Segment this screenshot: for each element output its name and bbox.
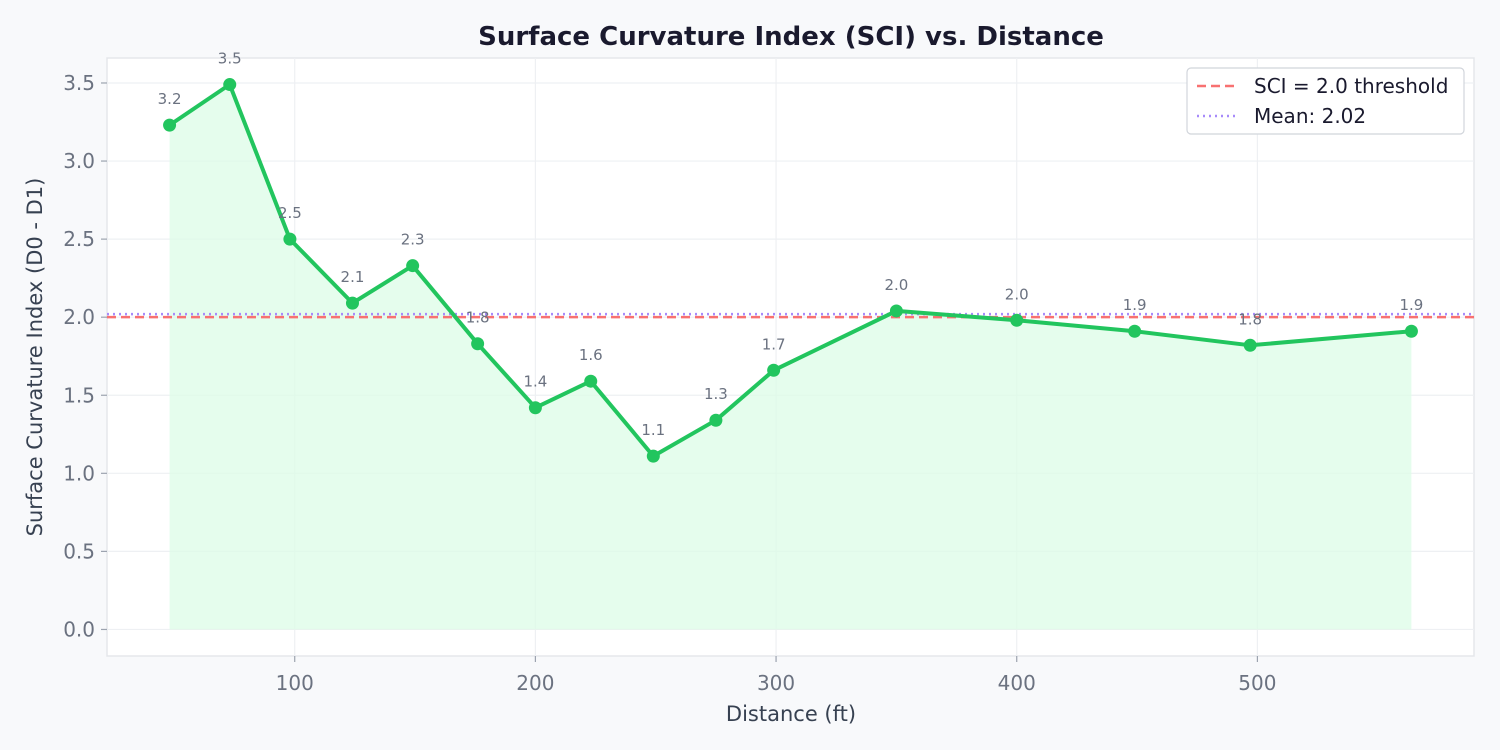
data-label: 1.1 bbox=[641, 421, 665, 439]
data-point bbox=[528, 401, 542, 415]
data-label: 2.0 bbox=[884, 276, 908, 294]
y-tick-label: 2.0 bbox=[63, 305, 95, 329]
data-point bbox=[345, 296, 359, 310]
data-point bbox=[1010, 313, 1024, 327]
data-point bbox=[471, 337, 485, 351]
data-points bbox=[163, 78, 1418, 463]
data-point bbox=[1128, 324, 1142, 338]
data-point bbox=[584, 374, 598, 388]
x-axis-label: Distance (ft) bbox=[726, 702, 856, 726]
chart-title: Surface Curvature Index (SCI) vs. Distan… bbox=[478, 22, 1104, 52]
data-label: 2.3 bbox=[401, 231, 425, 249]
legend-mean-label: Mean: 2.02 bbox=[1254, 104, 1366, 128]
data-label: 3.5 bbox=[218, 50, 242, 68]
data-point bbox=[709, 413, 723, 427]
sci-series-line bbox=[168, 82, 1412, 459]
data-point bbox=[1243, 338, 1257, 352]
data-label: 1.7 bbox=[762, 335, 786, 353]
x-tick-label: 500 bbox=[1238, 671, 1276, 695]
data-label: 2.1 bbox=[341, 268, 365, 286]
data-label: 2.5 bbox=[278, 204, 302, 222]
data-point bbox=[223, 78, 237, 92]
data-label: 1.3 bbox=[704, 385, 728, 403]
y-tick-label: 0.5 bbox=[63, 539, 95, 563]
data-point bbox=[889, 304, 903, 318]
y-tick-label: 3.5 bbox=[63, 71, 95, 95]
data-label: 1.4 bbox=[523, 373, 547, 391]
data-label: 1.8 bbox=[466, 309, 490, 327]
x-axis-ticks: 100 200 300 400 500 bbox=[276, 656, 1276, 695]
y-axis-label: Surface Curvature Index (D0 - D1) bbox=[23, 178, 47, 537]
data-labels: 3.2 3.5 2.5 2.1 2.3 1.8 1.4 1.6 1.1 1.3 1.7 2.0 2.0 1… bbox=[158, 50, 1424, 440]
data-label: 1.9 bbox=[1123, 296, 1147, 314]
data-point bbox=[646, 449, 660, 463]
data-point bbox=[283, 232, 297, 246]
y-axis-ticks: 0.0 0.5 1.0 1.5 2.0 2.5 3.0 3.5 bbox=[63, 71, 107, 641]
x-tick-label: 400 bbox=[998, 671, 1036, 695]
y-tick-label: 0.0 bbox=[63, 617, 95, 641]
legend-box bbox=[1186, 67, 1465, 135]
y-tick-label: 1.0 bbox=[63, 461, 95, 485]
data-point bbox=[767, 363, 781, 377]
data-label: 1.8 bbox=[1238, 310, 1262, 328]
data-label: 1.9 bbox=[1399, 296, 1423, 314]
y-tick-label: 1.5 bbox=[63, 383, 95, 407]
x-tick-label: 300 bbox=[757, 671, 795, 695]
data-label: 3.2 bbox=[158, 90, 182, 108]
data-label: 2.0 bbox=[1005, 285, 1029, 303]
data-label: 1.6 bbox=[579, 346, 603, 364]
legend: SCI = 2.0 threshold Mean: 2.02 bbox=[1186, 67, 1465, 135]
y-tick-label: 3.0 bbox=[63, 149, 95, 173]
data-point bbox=[1404, 324, 1418, 338]
x-tick-label: 100 bbox=[276, 671, 314, 695]
y-tick-label: 2.5 bbox=[63, 227, 95, 251]
legend-threshold-label: SCI = 2.0 threshold bbox=[1254, 74, 1448, 98]
x-tick-label: 200 bbox=[516, 671, 554, 695]
data-point bbox=[163, 118, 177, 132]
data-point bbox=[406, 259, 420, 273]
reference-lines bbox=[107, 312, 1474, 319]
sci-area-fill bbox=[169, 84, 1412, 630]
